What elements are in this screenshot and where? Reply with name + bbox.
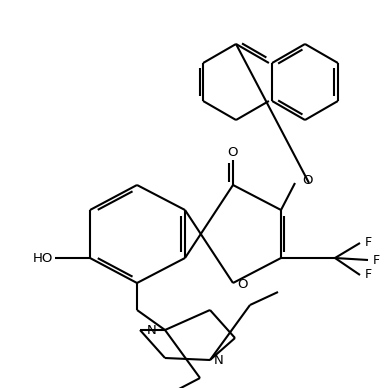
Text: HO: HO xyxy=(33,251,53,265)
Text: F: F xyxy=(373,253,380,267)
Text: N: N xyxy=(147,324,157,336)
Text: F: F xyxy=(365,237,372,249)
Text: O: O xyxy=(237,277,247,291)
Text: F: F xyxy=(365,268,372,282)
Text: O: O xyxy=(228,147,238,159)
Text: N: N xyxy=(214,355,224,367)
Text: O: O xyxy=(302,173,312,187)
